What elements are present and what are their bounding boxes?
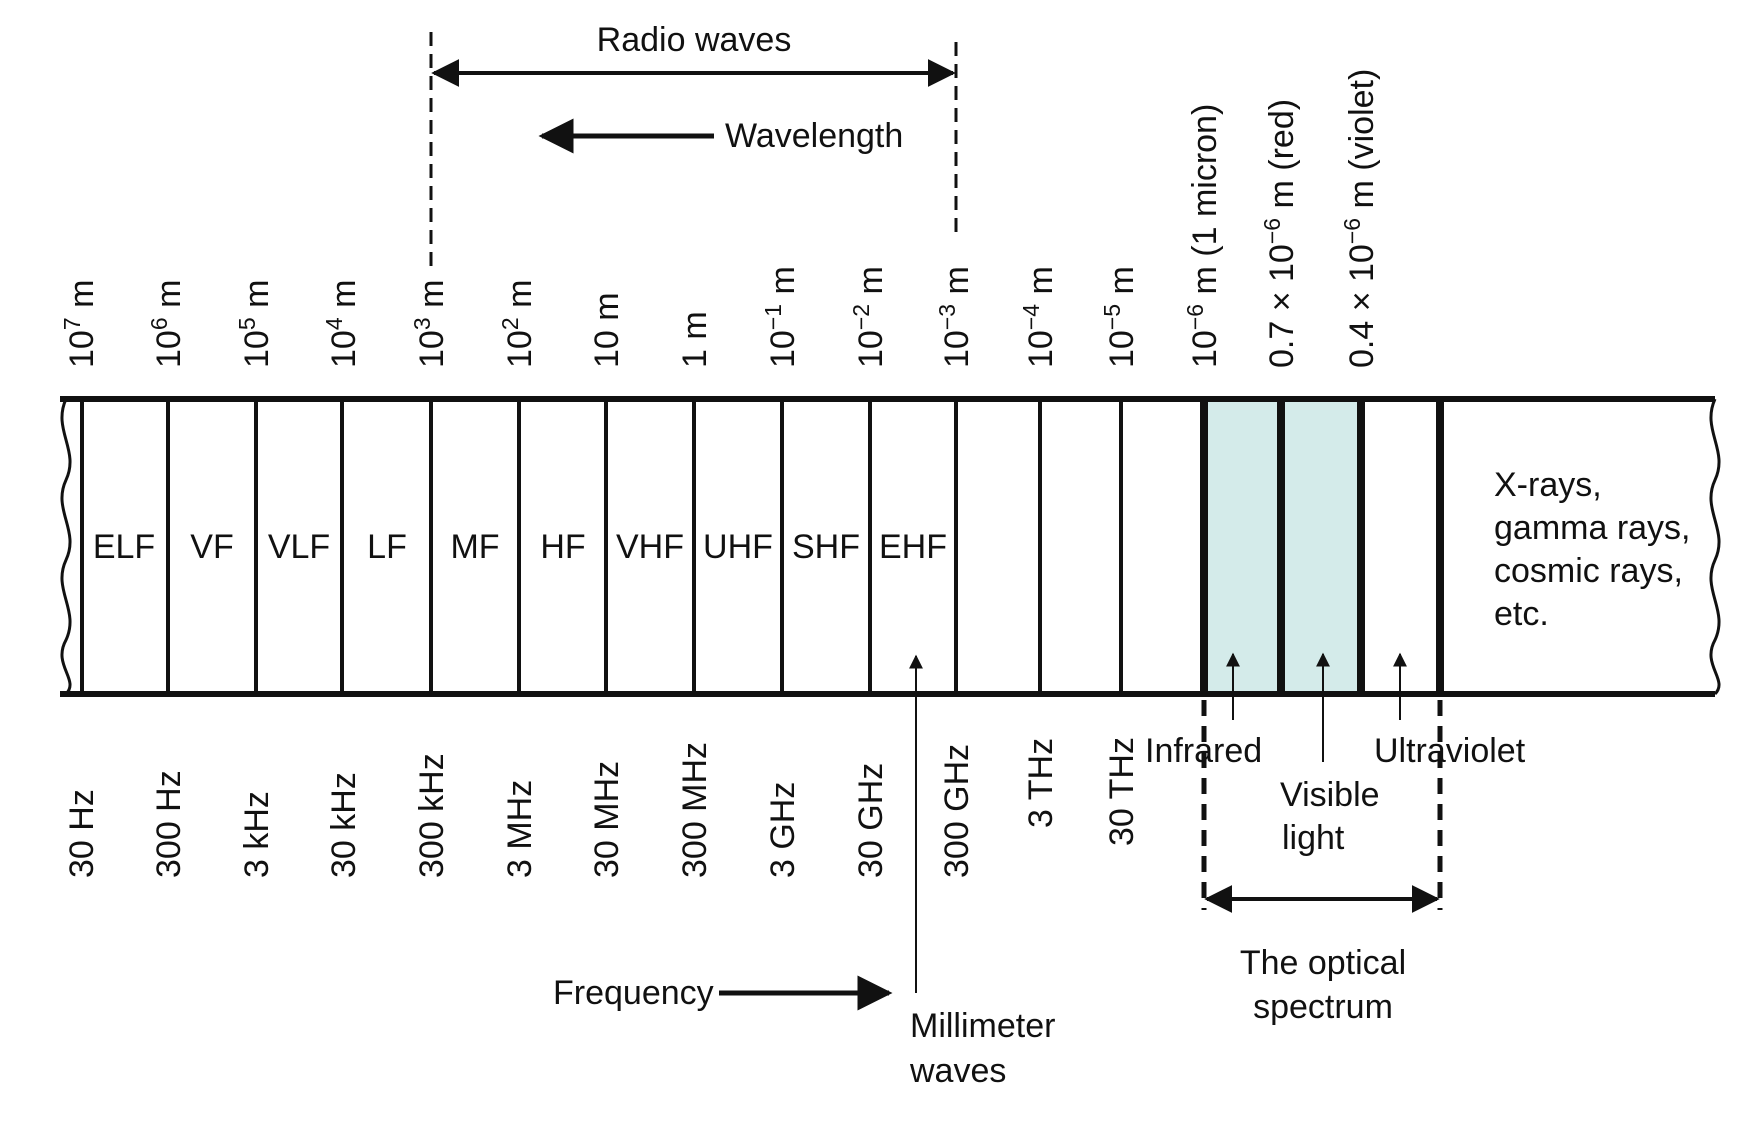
- band-labels: ELF VF VLF LF MF HF VHF UHF SHF EHF: [93, 528, 947, 566]
- visible-light-label-line2: light: [1282, 819, 1345, 857]
- wavelength-label: 102 m: [497, 280, 539, 368]
- frequency-label: 3 MHz: [501, 780, 539, 878]
- frequency-label: 3 kHz: [238, 791, 276, 878]
- infrared-band-fill: [1207, 402, 1278, 692]
- wavelength-label: 0.7 × 10−6 m (red): [1259, 99, 1301, 368]
- svg-text:etc.: etc.: [1494, 595, 1549, 633]
- frequency-label: 30 THz: [1103, 737, 1141, 846]
- wavelength-label: 10−6 m (1 micron): [1182, 104, 1224, 368]
- band-label-elf: ELF: [93, 528, 155, 566]
- svg-text:gamma rays,: gamma rays,: [1494, 509, 1691, 547]
- band-label-vlf: VLF: [268, 528, 330, 566]
- frequency-label: 300 kHz: [413, 753, 451, 878]
- frequency-label: 30 kHz: [325, 772, 363, 878]
- wavelength-label: 105 m: [234, 280, 276, 368]
- wavelength-label: 104 m: [321, 280, 363, 368]
- wavelength-label: 106 m: [146, 280, 188, 368]
- wavelength-label: 103 m: [409, 280, 451, 368]
- optical-spectrum-span: The optical spectrum: [1201, 700, 1443, 1026]
- wavelength-label: 10−5 m: [1099, 266, 1141, 368]
- band-label-mf: MF: [450, 528, 499, 566]
- frequency-label: 3 GHz: [764, 782, 802, 878]
- wavelength-label: 0.4 × 10−6 m (violet): [1339, 69, 1381, 368]
- svg-text:The optical: The optical: [1240, 944, 1406, 982]
- frequency-label: 3 THz: [1022, 738, 1060, 828]
- wavelength-label: 10−2 m: [848, 266, 890, 368]
- band-label-vhf: VHF: [616, 528, 684, 566]
- optical-pointers: [1226, 652, 1407, 762]
- frequency-labels: 30 Hz 300 Hz 3 kHz 30 kHz 300 kHz 3 MHz …: [63, 737, 1141, 878]
- frequency-label: 30 GHz: [852, 763, 890, 878]
- wavelength-label: 10 m: [588, 292, 626, 368]
- wavelength-label: 10−4 m: [1018, 266, 1060, 368]
- frequency-label: 30 MHz: [588, 761, 626, 878]
- wavelength-direction-arrow: Wavelength: [538, 117, 903, 155]
- svg-text:Millimeter: Millimeter: [910, 1007, 1055, 1045]
- visible-light-label: Visible: [1280, 776, 1380, 814]
- band-label-lf: LF: [367, 528, 407, 566]
- wavelength-label: 1 m: [676, 311, 714, 368]
- wavelength-label: 107 m: [59, 280, 101, 368]
- frequency-label: 300 Hz: [150, 770, 188, 878]
- frequency-label: 300 GHz: [938, 744, 976, 878]
- frequency-label: 300 MHz: [676, 742, 714, 878]
- millimeter-waves-pointer: Millimeter waves: [909, 654, 1055, 1090]
- frequency-direction-label: Frequency: [553, 974, 714, 1012]
- wavelength-label: 10−3 m: [934, 266, 976, 368]
- svg-text:cosmic rays,: cosmic rays,: [1494, 552, 1683, 590]
- high-energy-label: X-rays, gamma rays, cosmic rays, etc.: [1494, 466, 1691, 633]
- wavelength-labels: 107 m 106 m 105 m 104 m 103 m 102 m 10 m…: [59, 69, 1381, 368]
- band-label-hf: HF: [540, 528, 585, 566]
- wavelength-label: 10−1 m: [760, 266, 802, 368]
- left-break-edge: [60, 398, 72, 696]
- ultraviolet-label: Ultraviolet: [1374, 732, 1526, 770]
- band-label-uhf: UHF: [703, 528, 773, 566]
- right-break-edge: [1709, 398, 1721, 696]
- svg-text:spectrum: spectrum: [1253, 988, 1393, 1026]
- band-label-ehf: EHF: [879, 528, 947, 566]
- band-label-shf: SHF: [792, 528, 860, 566]
- radio-waves-label: Radio waves: [597, 21, 792, 59]
- visible-band-fill: [1284, 402, 1358, 692]
- wavelength-direction-label: Wavelength: [725, 117, 903, 155]
- svg-text:X-rays,: X-rays,: [1494, 466, 1602, 504]
- svg-text:waves: waves: [909, 1052, 1006, 1090]
- frequency-direction-arrow: Frequency: [553, 974, 893, 1012]
- band-label-vf: VF: [190, 528, 233, 566]
- band-dividers: [80, 399, 1123, 694]
- optical-dividers: [1200, 399, 1444, 694]
- frequency-label: 30 Hz: [63, 789, 101, 878]
- radio-waves-span: Radio waves: [429, 21, 958, 270]
